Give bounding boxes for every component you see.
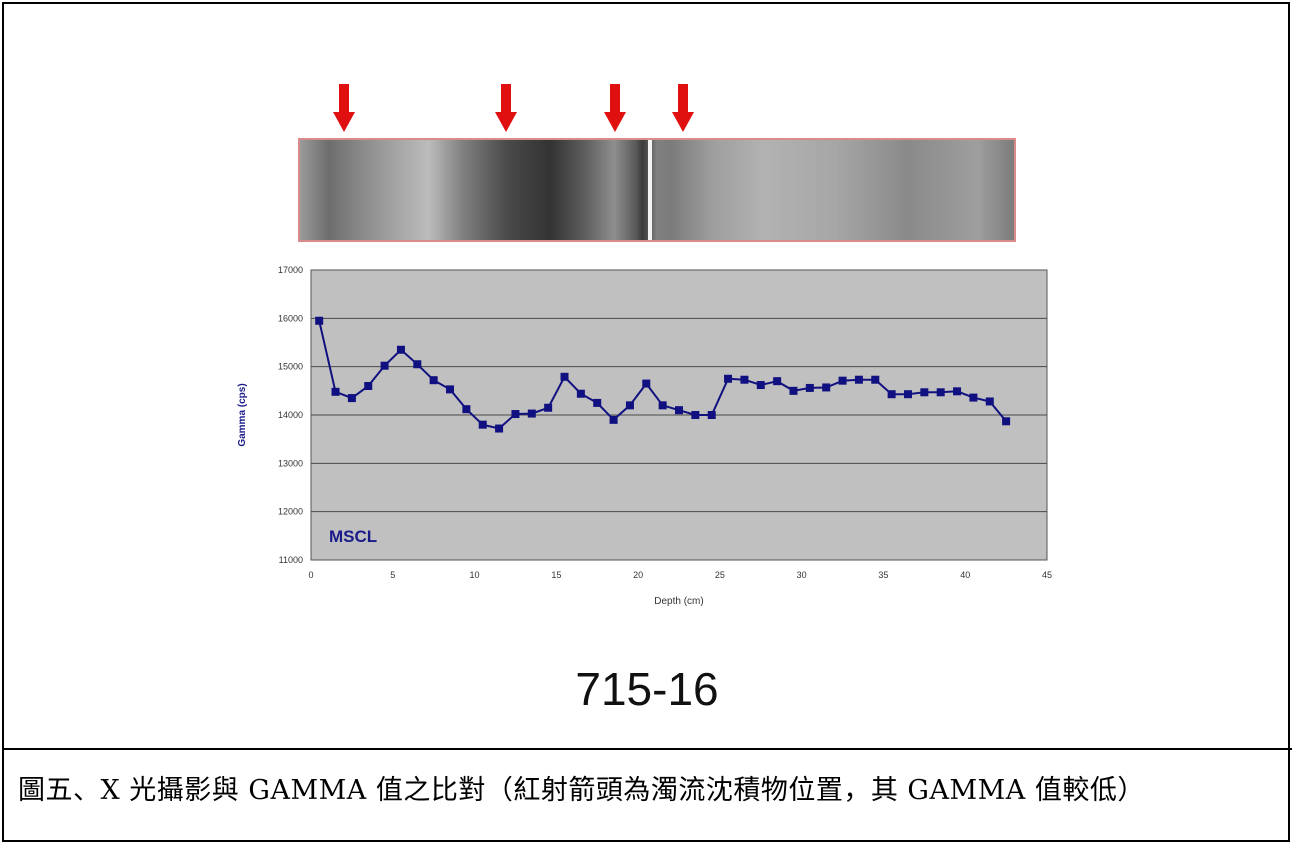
data-point xyxy=(544,403,553,412)
x-tick-label: 25 xyxy=(715,570,725,580)
data-point xyxy=(315,316,324,325)
data-point xyxy=(331,387,340,396)
data-point xyxy=(446,385,455,394)
y-tick-label: 11000 xyxy=(279,555,303,565)
red-arrow-3 xyxy=(604,84,626,132)
red-arrow-2 xyxy=(495,84,517,132)
data-point xyxy=(380,361,389,370)
y-tick-labels: 11000 12000 13000 14000 15000 16000 17000 xyxy=(278,265,303,565)
data-point xyxy=(936,388,945,397)
xray-core-image xyxy=(298,138,1016,242)
y-tick-label: 14000 xyxy=(278,410,303,420)
grid-lines xyxy=(311,317,1047,513)
y-tick-label: 15000 xyxy=(278,362,303,372)
data-point xyxy=(1002,417,1011,426)
data-point xyxy=(854,375,863,384)
y-tick-label: 13000 xyxy=(278,458,303,468)
chart-annotation-mscl: MSCL xyxy=(329,527,377,546)
data-point xyxy=(478,420,487,429)
data-point xyxy=(364,382,373,390)
data-point xyxy=(740,375,749,384)
red-arrow-4 xyxy=(672,84,694,132)
x-tick-labels: 0 5 10 15 20 25 30 35 40 45 xyxy=(308,570,1052,580)
data-point xyxy=(642,379,651,388)
caption-divider xyxy=(2,748,1292,750)
data-point xyxy=(560,372,569,381)
gamma-chart: 11000 12000 13000 14000 15000 16000 17000 0 5 10… xyxy=(237,265,1052,607)
data-point xyxy=(969,393,978,402)
data-point xyxy=(495,424,504,433)
data-point xyxy=(675,406,683,415)
data-point xyxy=(903,390,912,399)
x-axis-label: Depth (cm) xyxy=(654,596,703,607)
data-point xyxy=(838,376,847,385)
data-point xyxy=(805,383,814,392)
data-point xyxy=(773,377,782,386)
data-point xyxy=(396,345,405,354)
y-tick-label: 16000 xyxy=(278,313,303,323)
data-point xyxy=(789,386,798,395)
data-point xyxy=(691,411,700,419)
y-axis-label: Gamma (cps) xyxy=(237,383,248,446)
data-point xyxy=(462,405,471,414)
data-point xyxy=(609,415,618,424)
data-point xyxy=(953,387,962,396)
data-point xyxy=(822,383,831,392)
data-point xyxy=(985,397,994,406)
data-point xyxy=(429,376,438,385)
y-tick-label: 17000 xyxy=(278,265,303,275)
x-tick-label: 5 xyxy=(390,570,395,580)
data-point xyxy=(871,375,880,384)
x-tick-label: 35 xyxy=(878,570,888,580)
x-tick-label: 10 xyxy=(470,570,480,580)
data-point xyxy=(756,381,765,390)
data-point xyxy=(658,401,667,410)
x-tick-label: 15 xyxy=(551,570,561,580)
red-arrow-1 xyxy=(333,84,355,132)
x-tick-label: 30 xyxy=(797,570,807,580)
data-point xyxy=(625,401,634,410)
core-section-gap xyxy=(648,140,652,240)
data-point xyxy=(920,388,929,397)
data-point xyxy=(593,398,602,407)
x-tick-label: 0 xyxy=(308,570,313,580)
figure-caption: 圖五、X 光攝影與 GAMMA 值之比對（紅射箭頭為濁流沈積物位置，其 GAMM… xyxy=(18,775,1145,806)
data-point xyxy=(527,409,536,418)
data-point xyxy=(724,374,733,383)
sample-id-label: 715-16 xyxy=(575,663,719,715)
data-point xyxy=(707,411,716,419)
data-point xyxy=(576,389,585,398)
x-tick-label: 40 xyxy=(960,570,970,580)
gamma-series-points xyxy=(315,316,1011,433)
data-point xyxy=(887,390,896,399)
data-point xyxy=(511,410,520,419)
x-tick-label: 20 xyxy=(633,570,643,580)
data-point xyxy=(347,394,356,403)
y-tick-label: 12000 xyxy=(278,507,303,517)
x-tick-label: 45 xyxy=(1042,570,1052,580)
data-point xyxy=(413,360,422,369)
